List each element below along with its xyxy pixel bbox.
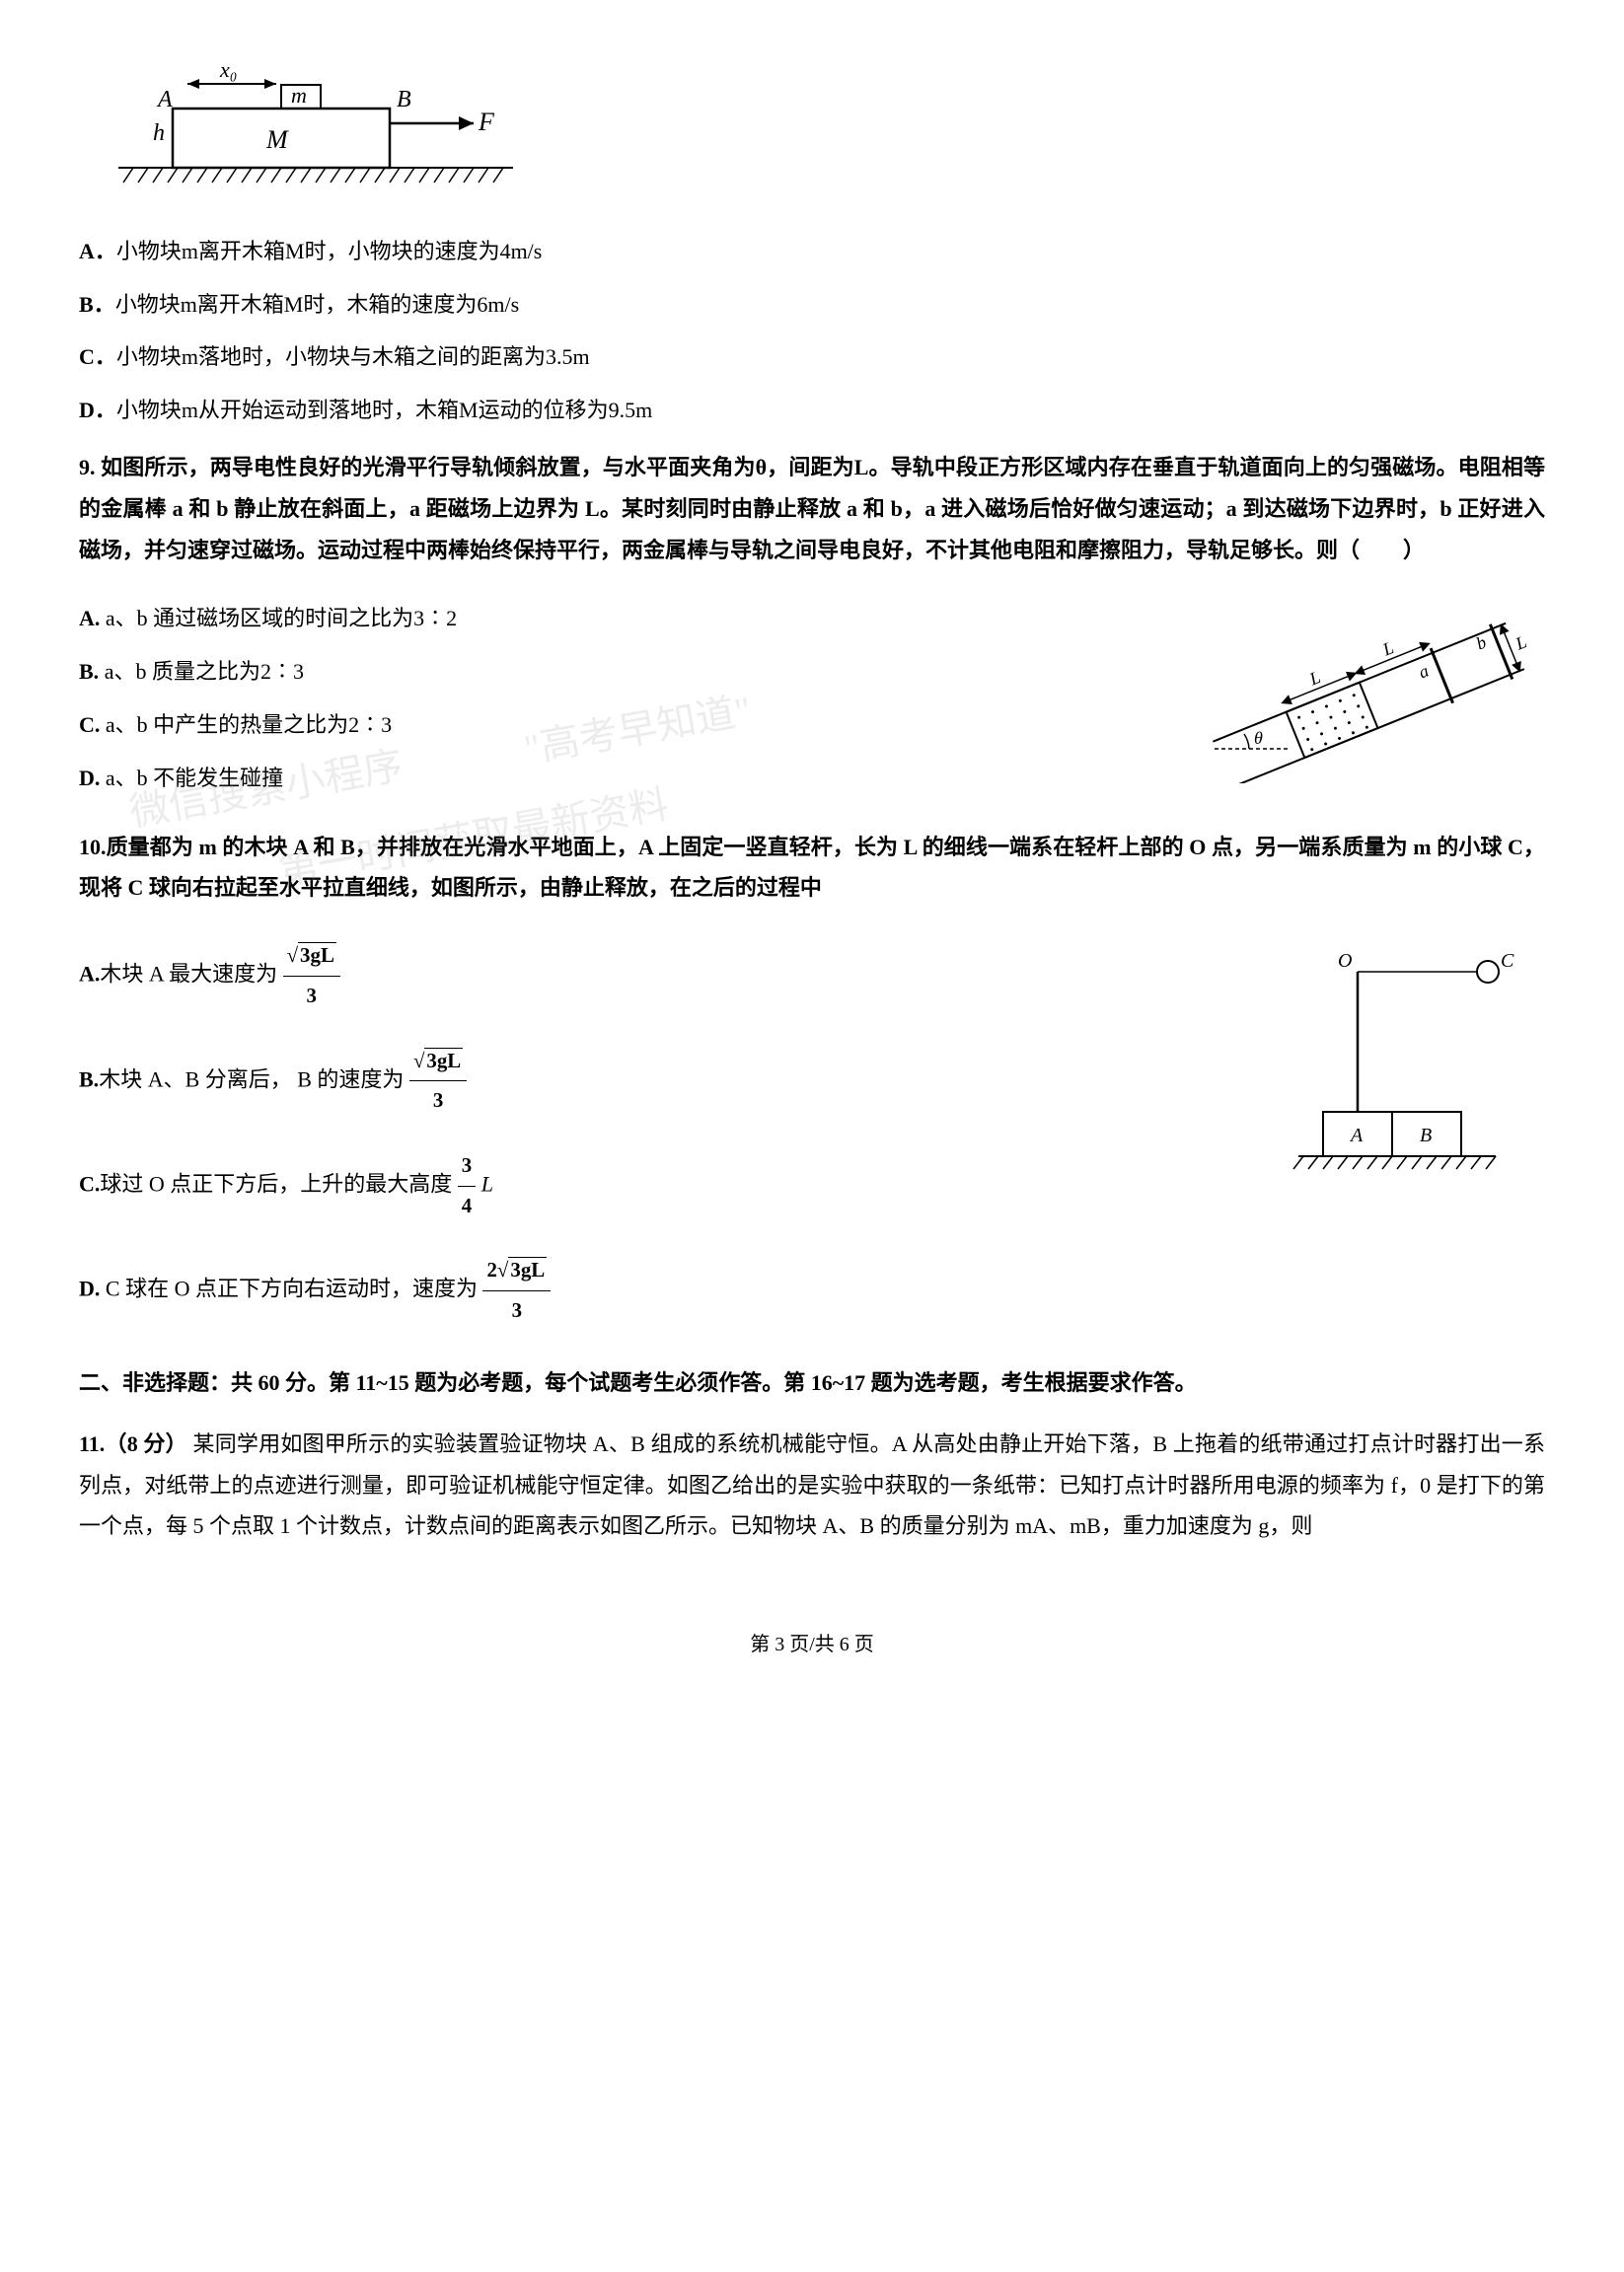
q8-option-B: B．小物块m离开木箱M时，木箱的速度为6m/s	[79, 284, 1545, 326]
q10-option-B: B.木块 A、B 分离后， B 的速度为 √3gL3	[79, 1042, 1239, 1121]
q9-svg: L L L a b θ	[1170, 586, 1545, 783]
q9-option-B: B. a、b 质量之比为2∶3	[79, 651, 1150, 693]
q9-stem: 9. 如图所示，两导电性良好的光滑平行导轨倾斜放置，与水平面夹角为θ，间距为L。…	[79, 447, 1545, 570]
q8-svg: A B h M m x₀ F	[118, 59, 513, 187]
svg-text:B: B	[1420, 1125, 1432, 1146]
page-number: 第 3 页/共 6 页	[79, 1626, 1545, 1663]
q8-option-D: D．小物块m从开始运动到落地时，木箱M运动的位移为9.5m	[79, 390, 1545, 431]
svg-text:L: L	[1512, 632, 1529, 655]
svg-text:L: L	[1379, 637, 1397, 660]
q10-option-A: A.木块 A 最大速度为 √3gL3	[79, 936, 1239, 1015]
q9-option-C: C. a、b 中产生的热量之比为2∶3	[79, 704, 1150, 746]
svg-text:θ: θ	[1254, 728, 1263, 748]
svg-text:O: O	[1338, 950, 1352, 972]
q8-figure: A B h M m x₀ F	[118, 59, 1545, 201]
q9-option-A: A. a、b 通过磁场区域的时间之比为3∶2	[79, 598, 1150, 639]
svg-text:a: a	[1416, 661, 1432, 683]
q8-label-M: M	[265, 125, 289, 154]
q8-label-h: h	[153, 120, 165, 146]
q8-option-A: A．小物块m离开木箱M时，小物块的速度为4m/s	[79, 231, 1545, 272]
section2-title: 二、非选择题：共 60 分。第 11~15 题为必考题，每个试题考生必须作答。第…	[79, 1362, 1545, 1404]
q10-stem: 10.质量都为 m 的木块 A 和 B，并排放在光滑水平地面上，A 上固定一竖直…	[79, 827, 1545, 910]
svg-text:C: C	[1501, 950, 1514, 972]
q11: 11.（8 分） 某同学用如图甲所示的实验装置验证物块 A、B 组成的系统机械能…	[79, 1424, 1545, 1547]
q9-figure: L L L a b θ	[1150, 586, 1545, 797]
svg-text:L: L	[1306, 667, 1324, 690]
q8-label-x0: x₀	[219, 59, 237, 82]
q10-figure: O C A B	[1239, 924, 1545, 1205]
q9-option-D: D. a、b 不能发生碰撞	[79, 758, 1150, 799]
q8-option-C: C．小物块m落地时，小物块与木箱之间的距离为3.5m	[79, 336, 1545, 378]
q8-label-B: B	[397, 87, 411, 112]
q10-option-C: C.球过 O 点正下方后，上升的最大高度 34 L	[79, 1146, 1239, 1225]
svg-text:b: b	[1473, 632, 1489, 654]
q10-option-D: D. C 球在 O 点正下方向右运动时，速度为 2√3gL3	[79, 1251, 1239, 1330]
svg-text:A: A	[1349, 1125, 1364, 1146]
q8-label-F: F	[478, 108, 495, 136]
q8-label-A: A	[156, 87, 173, 112]
q10-svg: O C A B	[1269, 944, 1525, 1191]
q8-label-m: m	[291, 83, 307, 108]
